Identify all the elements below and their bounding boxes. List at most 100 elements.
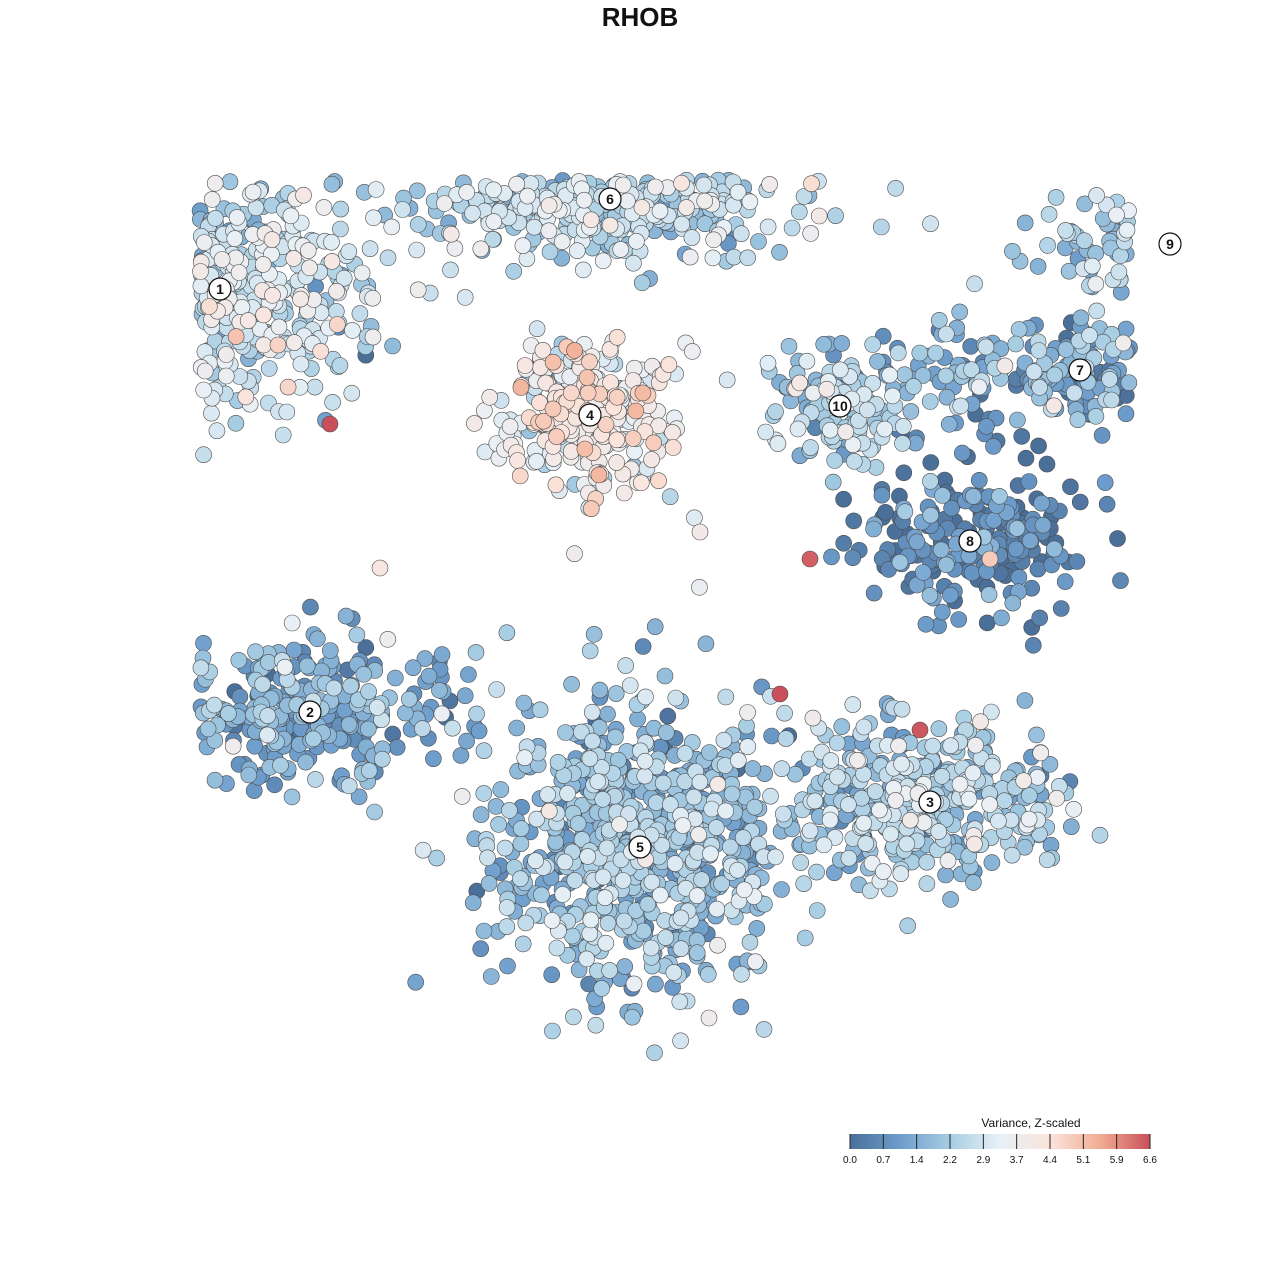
- scatter-point: [360, 683, 377, 700]
- scatter-point: [1030, 437, 1047, 455]
- scatter-point: [702, 845, 719, 863]
- scatter-point: [479, 849, 496, 867]
- scatter-point: [967, 736, 984, 754]
- scatter-point: [686, 509, 703, 527]
- scatter-point: [864, 336, 882, 353]
- scatter-point: [933, 767, 951, 785]
- scatter-point: [643, 873, 661, 891]
- scatter-point: [705, 231, 723, 249]
- scatter-point: [625, 975, 643, 993]
- scatter-point: [721, 838, 739, 856]
- scatter-point: [747, 953, 764, 971]
- scatter-point: [815, 836, 833, 854]
- scatter-point: [231, 688, 249, 706]
- scatter-point: [863, 854, 881, 872]
- scatter-point: [1108, 206, 1125, 224]
- scatter-point: [512, 379, 530, 396]
- scatter-point: [1021, 787, 1038, 804]
- scatter-point: [1013, 428, 1031, 445]
- scatter-point: [617, 657, 635, 674]
- scatter-point: [1066, 384, 1083, 402]
- scatter-point: [1007, 540, 1025, 558]
- scatter-point: [278, 403, 296, 421]
- scatter-point: [556, 853, 574, 871]
- scatter-point: [615, 912, 633, 930]
- scatter-point: [924, 737, 942, 755]
- scatter-point: [792, 854, 810, 871]
- scatter-point: [773, 760, 791, 778]
- scatter-point: [328, 316, 346, 333]
- scatter-point: [544, 1022, 561, 1040]
- scatter-point: [587, 1016, 605, 1034]
- scatter-point: [562, 443, 580, 460]
- scatter-point: [697, 635, 715, 653]
- scatter-point: [1028, 726, 1045, 744]
- scatter-point: [763, 727, 780, 745]
- scatter-point: [464, 205, 481, 222]
- scatter-point: [757, 423, 775, 441]
- scatter-point: [660, 356, 678, 373]
- scatter-point: [666, 855, 684, 872]
- scatter-point: [755, 1021, 773, 1038]
- scatter-point: [563, 675, 580, 693]
- scatter-point: [855, 718, 873, 736]
- scatter-point: [514, 935, 532, 953]
- scatter-point: [259, 707, 277, 725]
- scatter-point: [634, 638, 652, 655]
- scatter-point: [633, 199, 651, 216]
- scatter-point: [505, 262, 523, 280]
- scatter-point: [272, 756, 289, 774]
- scatter-point: [531, 701, 549, 719]
- scatter-point: [1007, 335, 1025, 353]
- scatter-point: [414, 720, 431, 737]
- scatter-point: [844, 436, 862, 454]
- scatter-point: [637, 688, 654, 706]
- scatter-point: [539, 786, 557, 803]
- scatter-point: [857, 835, 875, 852]
- scatter-point: [915, 814, 933, 831]
- scatter-point: [566, 342, 583, 359]
- scatter-point: [665, 964, 683, 981]
- scatter-point: [598, 839, 616, 857]
- scatter-point: [1020, 810, 1038, 828]
- cluster-label-7: 7: [1068, 358, 1092, 382]
- scatter-point: [761, 176, 778, 193]
- scatter-point: [1020, 473, 1038, 490]
- scatter-point: [876, 420, 893, 438]
- scatter-point: [636, 752, 654, 770]
- scatter-point: [654, 774, 672, 792]
- scatter-point: [408, 241, 426, 259]
- scatter-point: [1016, 838, 1033, 856]
- scatter-point: [1060, 262, 1078, 280]
- scatter-point: [367, 181, 385, 198]
- scatter-point: [996, 357, 1014, 375]
- scatter-point: [476, 443, 494, 461]
- scatter-point: [1032, 744, 1049, 762]
- scatter-point: [1112, 572, 1129, 589]
- scatter-point: [384, 337, 401, 355]
- scatter-point: [970, 471, 988, 489]
- scatter-point: [337, 607, 355, 625]
- scatter-point: [646, 178, 664, 196]
- scatter-point: [498, 918, 516, 935]
- scatter-point: [516, 357, 534, 374]
- scatter-point: [707, 819, 725, 836]
- scatter-point: [554, 886, 572, 903]
- cluster-label-badge: [918, 790, 942, 814]
- scatter-point: [921, 587, 939, 604]
- scatter-point: [452, 747, 470, 764]
- scatter-point: [683, 343, 701, 360]
- scatter-point: [981, 550, 999, 568]
- scatter-point: [285, 334, 303, 351]
- scatter-point: [849, 751, 866, 769]
- cluster-label-badge: [578, 403, 602, 427]
- scatter-point: [1069, 411, 1087, 429]
- scatter-point: [704, 249, 722, 267]
- scatter-point: [709, 775, 727, 793]
- scatter-point: [978, 418, 995, 435]
- scatter-point: [331, 357, 349, 374]
- scatter-point: [1039, 237, 1056, 254]
- scatter-point: [1088, 302, 1105, 320]
- scatter-point: [965, 874, 982, 891]
- scatter-point: [501, 418, 519, 435]
